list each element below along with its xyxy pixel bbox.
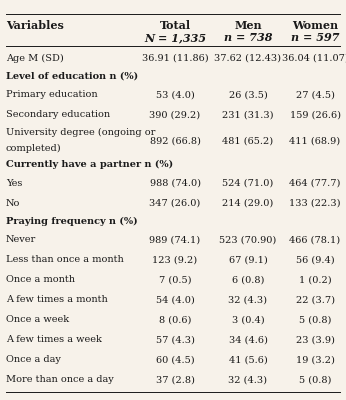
Text: More than once a day: More than once a day [6, 376, 114, 384]
Text: 892 (66.8): 892 (66.8) [149, 136, 200, 145]
Text: 411 (68.9): 411 (68.9) [290, 136, 340, 145]
Text: 390 (29.2): 390 (29.2) [149, 110, 201, 119]
Text: 37 (2.8): 37 (2.8) [156, 376, 194, 384]
Text: Variables: Variables [6, 20, 64, 31]
Text: 231 (31.3): 231 (31.3) [222, 110, 274, 119]
Text: 19 (3.2): 19 (3.2) [295, 356, 335, 364]
Text: completed): completed) [6, 144, 62, 153]
Text: 347 (26.0): 347 (26.0) [149, 198, 201, 208]
Text: 36.04 (11.07): 36.04 (11.07) [282, 54, 346, 62]
Text: Yes: Yes [6, 178, 22, 188]
Text: 5 (0.8): 5 (0.8) [299, 376, 331, 384]
Text: 56 (9.4): 56 (9.4) [296, 255, 334, 264]
Text: n = 597: n = 597 [291, 32, 339, 43]
Text: Level of education n (%): Level of education n (%) [6, 72, 138, 81]
Text: 1 (0.2): 1 (0.2) [299, 275, 331, 284]
Text: 989 (74.1): 989 (74.1) [149, 235, 201, 244]
Text: 32 (4.3): 32 (4.3) [228, 295, 267, 304]
Text: N = 1,335: N = 1,335 [144, 32, 206, 43]
Text: 23 (3.9): 23 (3.9) [295, 335, 335, 344]
Text: 5 (0.8): 5 (0.8) [299, 315, 331, 324]
Text: 67 (9.1): 67 (9.1) [229, 255, 267, 264]
Text: University degree (ongoing or: University degree (ongoing or [6, 128, 155, 138]
Text: 481 (65.2): 481 (65.2) [222, 136, 274, 145]
Text: 37.62 (12.43): 37.62 (12.43) [215, 54, 282, 62]
Text: Women: Women [292, 20, 338, 31]
Text: Age M (SD): Age M (SD) [6, 54, 64, 62]
Text: 464 (77.7): 464 (77.7) [289, 178, 341, 188]
Text: 32 (4.3): 32 (4.3) [228, 376, 267, 384]
Text: 133 (22.3): 133 (22.3) [289, 198, 341, 208]
Text: Currently have a partner n (%): Currently have a partner n (%) [6, 160, 173, 169]
Text: No: No [6, 198, 20, 208]
Text: 988 (74.0): 988 (74.0) [149, 178, 200, 188]
Text: n = 738: n = 738 [224, 32, 272, 43]
Text: 3 (0.4): 3 (0.4) [232, 315, 264, 324]
Text: 57 (4.3): 57 (4.3) [156, 335, 194, 344]
Text: Once a week: Once a week [6, 315, 69, 324]
Text: 123 (9.2): 123 (9.2) [153, 255, 198, 264]
Text: 27 (4.5): 27 (4.5) [295, 90, 335, 99]
Text: 34 (4.6): 34 (4.6) [229, 335, 267, 344]
Text: 60 (4.5): 60 (4.5) [156, 356, 194, 364]
Text: Praying frequency n (%): Praying frequency n (%) [6, 217, 138, 226]
Text: 7 (0.5): 7 (0.5) [159, 275, 191, 284]
Text: Once a month: Once a month [6, 275, 75, 284]
Text: 26 (3.5): 26 (3.5) [229, 90, 267, 99]
Text: Less than once a month: Less than once a month [6, 255, 124, 264]
Text: 466 (78.1): 466 (78.1) [290, 235, 340, 244]
Text: 54 (4.0): 54 (4.0) [156, 295, 194, 304]
Text: A few times a week: A few times a week [6, 335, 102, 344]
Text: Secondary education: Secondary education [6, 110, 110, 119]
Text: 41 (5.6): 41 (5.6) [229, 356, 267, 364]
Text: Total: Total [160, 20, 191, 31]
Text: 8 (0.6): 8 (0.6) [159, 315, 191, 324]
Text: 22 (3.7): 22 (3.7) [295, 295, 335, 304]
Text: Never: Never [6, 235, 36, 244]
Text: Primary education: Primary education [6, 90, 98, 99]
Text: 53 (4.0): 53 (4.0) [156, 90, 194, 99]
Text: 523 (70.90): 523 (70.90) [219, 235, 276, 244]
Text: 6 (0.8): 6 (0.8) [232, 275, 264, 284]
Text: 214 (29.0): 214 (29.0) [222, 198, 274, 208]
Text: 524 (71.0): 524 (71.0) [222, 178, 274, 188]
Text: 36.91 (11.86): 36.91 (11.86) [142, 54, 208, 62]
Text: A few times a month: A few times a month [6, 295, 108, 304]
Text: Once a day: Once a day [6, 356, 61, 364]
Text: 159 (26.6): 159 (26.6) [290, 110, 340, 119]
Text: Men: Men [234, 20, 262, 31]
